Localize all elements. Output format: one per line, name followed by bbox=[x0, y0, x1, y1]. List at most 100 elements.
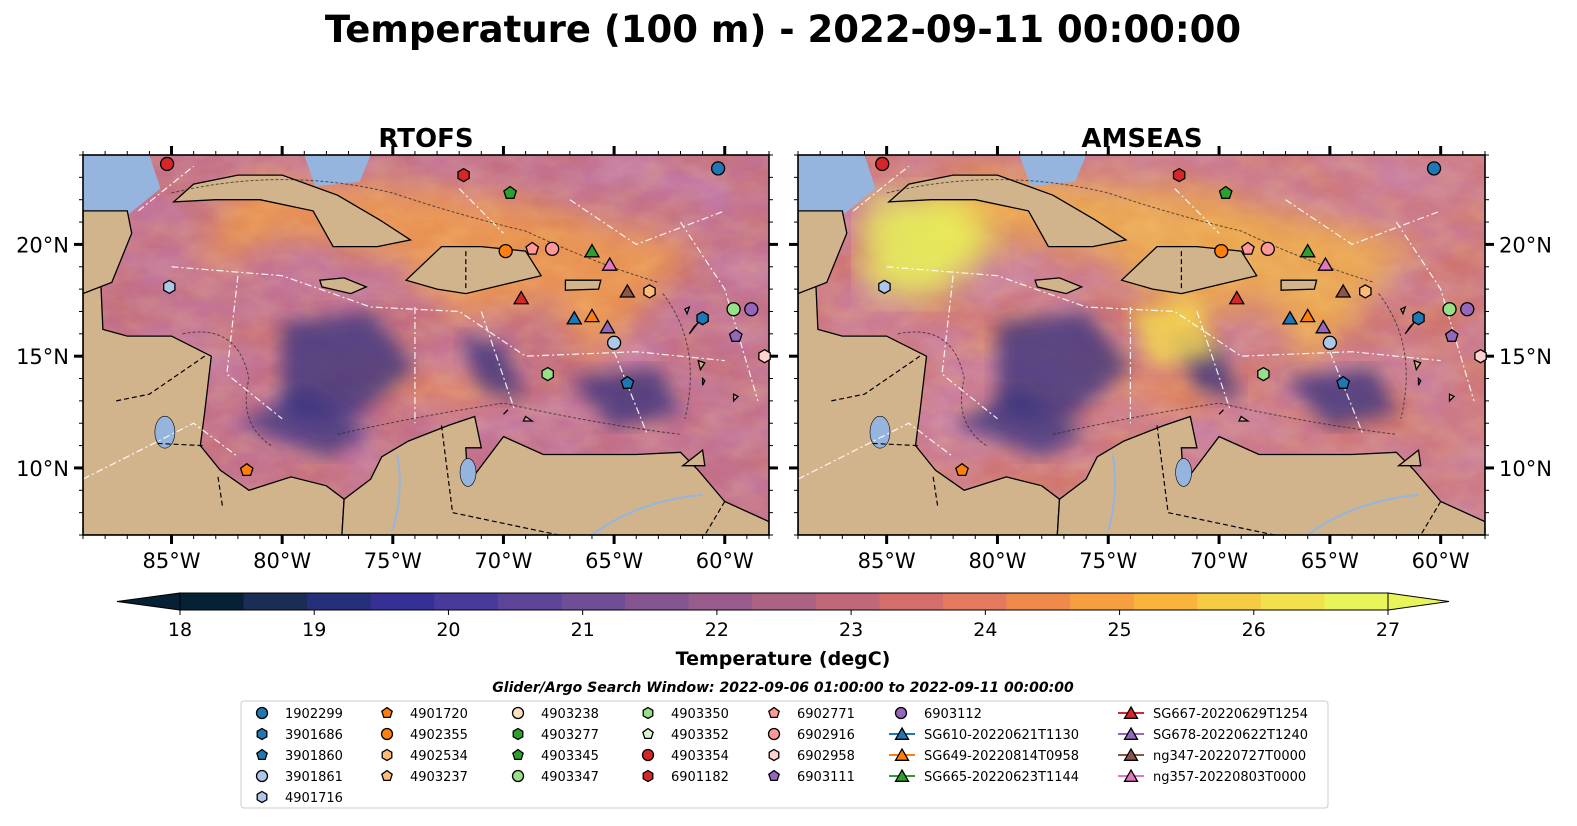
platform-marker bbox=[1240, 241, 1255, 255]
search-window-text: Glider/Argo Search Window: 2022-09-06 01… bbox=[492, 680, 1074, 696]
colorbar-tick-label: 25 bbox=[1107, 619, 1131, 641]
panel-title-amseas: AMSEAS bbox=[1081, 124, 1202, 154]
landmass bbox=[1413, 359, 1422, 372]
colorbar-tick-label: 21 bbox=[571, 619, 595, 641]
platform-marker bbox=[239, 462, 254, 477]
platform-marker bbox=[457, 167, 470, 183]
legend-marker bbox=[894, 726, 910, 740]
legend-marker bbox=[512, 748, 524, 761]
landmass bbox=[1396, 448, 1422, 467]
platform-marker bbox=[1426, 161, 1442, 176]
x-tick-label: 80°W bbox=[253, 549, 311, 573]
platform-marker bbox=[1322, 335, 1338, 350]
legend-entry-label: 4902534 bbox=[410, 749, 468, 764]
platform-marker bbox=[1474, 348, 1487, 364]
legend-marker bbox=[894, 706, 908, 720]
legend-marker bbox=[894, 747, 910, 761]
landmass bbox=[1034, 277, 1084, 295]
colorbar-tick-label: 18 bbox=[168, 619, 192, 641]
x-tick-label: 70°W bbox=[1190, 549, 1248, 573]
platform-marker bbox=[1218, 185, 1233, 199]
legend-marker bbox=[767, 727, 781, 741]
legend-entry-label: 4903347 bbox=[541, 770, 599, 785]
platform-marker bbox=[1299, 243, 1316, 258]
platform-marker bbox=[1281, 310, 1299, 325]
platform-marker bbox=[606, 335, 622, 350]
platform-marker bbox=[619, 283, 636, 298]
legend-entry-label: 4903350 bbox=[671, 707, 729, 722]
legend-marker bbox=[256, 748, 268, 761]
legend-marker bbox=[256, 790, 268, 804]
landmass bbox=[1120, 245, 1258, 295]
colorbar: 18 19 20 21 22 23 24 25 26 27 bbox=[116, 592, 1450, 641]
colorbar-swatch bbox=[1197, 593, 1262, 610]
colorbar-tick-label: 23 bbox=[839, 619, 863, 641]
platform-marker bbox=[583, 308, 601, 323]
legend-entry-label: SG678-20220622T1240 bbox=[1153, 728, 1308, 743]
x-tick-label: 85°W bbox=[143, 549, 201, 573]
platform-marker bbox=[544, 241, 560, 257]
landmass bbox=[171, 174, 413, 248]
platform-marker bbox=[696, 310, 709, 326]
landmass bbox=[688, 322, 699, 335]
landmass bbox=[684, 305, 691, 316]
legend-entry-label: 6902916 bbox=[797, 728, 855, 743]
legend-entry-label: 4903345 bbox=[541, 749, 599, 764]
landmass bbox=[701, 376, 706, 386]
legend-marker bbox=[768, 769, 780, 782]
platform-marker bbox=[1260, 241, 1275, 257]
legend-marker bbox=[256, 727, 268, 741]
legend-marker bbox=[1123, 705, 1139, 719]
platform-marker bbox=[620, 375, 635, 389]
legend-entry-label: 4903352 bbox=[671, 728, 729, 743]
landmass bbox=[503, 409, 509, 415]
platform-marker bbox=[498, 243, 513, 259]
landmass bbox=[798, 210, 848, 295]
legend-frame bbox=[240, 700, 1329, 809]
y-tick-label: 10°N bbox=[16, 457, 69, 481]
platform-marker bbox=[1442, 302, 1457, 317]
y-tick-label: 20°N bbox=[1499, 233, 1552, 257]
colorbar-extend-high bbox=[1387, 592, 1450, 611]
platform-marker bbox=[599, 319, 616, 334]
colorbar-swatch bbox=[497, 593, 563, 610]
legend-entry-label: ng347-20220727T0000 bbox=[1153, 749, 1306, 764]
colorbar-tick-label: 19 bbox=[302, 619, 326, 641]
legend-entry-label: ng357-20220803T0000 bbox=[1153, 770, 1306, 785]
platform-marker bbox=[1317, 256, 1334, 271]
colorbar-swatch bbox=[942, 593, 1008, 610]
platform-marker bbox=[758, 348, 771, 364]
platform-marker bbox=[744, 302, 759, 317]
y-tick-label: 10°N bbox=[1499, 457, 1552, 481]
colorbar-tick-label: 22 bbox=[705, 619, 729, 641]
y-tick-label: 20°N bbox=[16, 233, 69, 257]
x-tick-label: 60°W bbox=[1412, 549, 1470, 573]
platform-marker bbox=[726, 302, 741, 317]
landmass bbox=[1280, 279, 1318, 291]
colorbar-swatch bbox=[180, 593, 245, 610]
legend-entry-label: 3901861 bbox=[285, 770, 343, 785]
colorbar-tick-label: 20 bbox=[436, 619, 460, 641]
legend-entry-label: SG667-20220629T1254 bbox=[1153, 707, 1308, 722]
x-tick-label: 85°W bbox=[858, 549, 916, 573]
figure-title: Temperature (100 m) - 2022-09-11 00:00:0… bbox=[325, 8, 1241, 51]
platform-marker bbox=[955, 462, 969, 477]
colorbar-swatch bbox=[561, 593, 626, 610]
platform-marker bbox=[1228, 290, 1245, 305]
x-tick-label: 60°W bbox=[696, 549, 754, 573]
legend-marker bbox=[381, 706, 393, 719]
colorbar-tick-label: 24 bbox=[973, 619, 997, 641]
legend-marker bbox=[1123, 747, 1139, 761]
legend-marker bbox=[894, 768, 910, 782]
colorbar-swatch bbox=[879, 593, 944, 610]
x-tick-label: 65°W bbox=[585, 549, 643, 573]
legend-entry-label: 3901686 bbox=[285, 728, 343, 743]
platform-marker bbox=[728, 328, 743, 342]
colorbar-swatch bbox=[1006, 593, 1071, 610]
landmass bbox=[1448, 393, 1456, 403]
platform-marker bbox=[1172, 167, 1186, 183]
platform-marker bbox=[1359, 284, 1372, 299]
platform-marker bbox=[566, 310, 583, 325]
colorbar-swatch bbox=[1133, 593, 1198, 610]
